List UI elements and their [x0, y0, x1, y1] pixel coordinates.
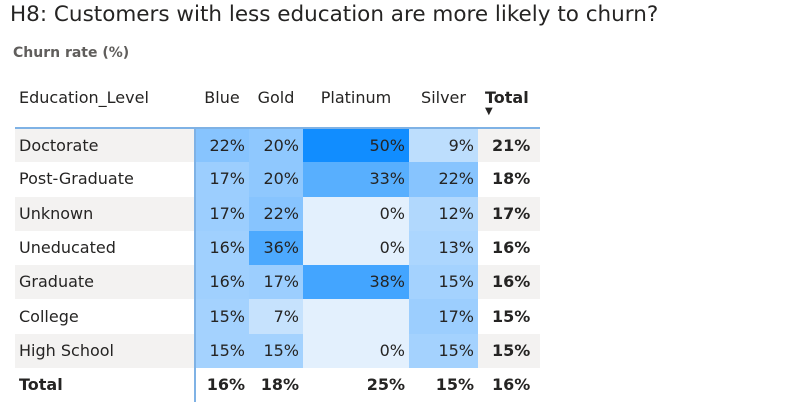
heat-cell-platinum[interactable]: 0% [303, 230, 409, 266]
heat-cell-gold[interactable]: 20% [249, 162, 303, 197]
table-row[interactable]: Graduate 16% 17% 38% 15% 16% [15, 265, 541, 300]
heat-cell-gold[interactable]: 7% [249, 299, 303, 334]
grand-total-label: Total [15, 368, 196, 403]
grand-total-overall[interactable]: 16% [478, 368, 541, 403]
table-row[interactable]: Uneducated 16% 36% 0% 13% 16% [15, 230, 540, 266]
matrix-body: Doctorate 22% 20% 50% 9% 21% Post-Graduate 17% 2… [15, 128, 541, 403]
row-total-cell[interactable]: 21% [478, 128, 541, 163]
row-label[interactable]: High School [15, 333, 196, 369]
grand-total-row[interactable]: Total 16% 18% 25% 15% 16% [15, 368, 541, 403]
heat-cell-platinum[interactable]: 50% [303, 128, 409, 163]
column-header-gold[interactable]: Gold [249, 86, 303, 129]
page-title: H8: Customers with less education are mo… [10, 2, 659, 27]
sort-descending-arrow-icon[interactable]: ▼ [485, 106, 493, 117]
table-row[interactable]: Post-Graduate 17% 20% 33% 22% 18% [15, 162, 540, 197]
heat-cell-platinum[interactable]: 0% [303, 196, 409, 231]
table-row[interactable]: Unknown 17% 22% 0% 12% 17% [15, 196, 541, 231]
heat-cell-gold[interactable]: 20% [249, 128, 303, 163]
row-header-education-level[interactable]: Education_Level [15, 86, 195, 129]
heat-cell-platinum[interactable]: 0% [303, 333, 409, 369]
row-total-cell[interactable]: 18% [492, 169, 531, 189]
heat-cell-blue[interactable]: 22% [195, 128, 249, 163]
grand-total-cell-silver[interactable]: 15% [409, 368, 478, 403]
heat-cell-blue[interactable]: 17% [195, 162, 249, 197]
grand-total-cell-blue[interactable]: 16% [195, 368, 249, 403]
heat-cell-platinum[interactable]: 33% [303, 162, 409, 197]
heat-cell-silver[interactable]: 9% [409, 128, 478, 163]
table-row[interactable]: College 15% 7% 17% 15% [15, 299, 540, 334]
row-total-cell[interactable]: 16% [478, 265, 541, 300]
heat-cell-blue[interactable]: 15% [195, 299, 249, 334]
row-total-cell[interactable]: 17% [478, 196, 541, 231]
row-label[interactable]: Graduate [15, 265, 196, 300]
table-row[interactable]: High School 15% 15% 0% 15% 15% [15, 333, 541, 369]
grand-total-cell-gold[interactable]: 18% [249, 368, 303, 403]
heat-cell-blue[interactable]: 16% [195, 265, 249, 300]
heat-cell-silver[interactable]: 15% [409, 333, 478, 369]
grand-total-cell-platinum[interactable]: 25% [303, 368, 409, 403]
column-header-silver[interactable]: Silver [409, 86, 478, 129]
row-label[interactable]: Doctorate [15, 128, 196, 163]
heat-cell-silver[interactable]: 15% [409, 265, 478, 300]
chart-subtitle: Churn rate (%) [13, 45, 130, 61]
heat-cell-platinum[interactable] [303, 299, 409, 334]
heat-cell-silver[interactable]: 12% [409, 196, 478, 231]
column-header-total-label: Total [485, 88, 529, 107]
heat-cell-silver[interactable]: 13% [409, 230, 478, 266]
column-header-platinum[interactable]: Platinum [303, 86, 409, 129]
heat-cell-gold[interactable]: 15% [249, 333, 303, 369]
column-header-total[interactable]: Total ▼ [478, 86, 541, 129]
heat-cell-platinum[interactable]: 38% [303, 265, 409, 300]
row-label[interactable]: Post-Graduate [15, 162, 196, 197]
heat-cell-blue[interactable]: 17% [195, 196, 249, 231]
heat-cell-gold[interactable]: 22% [249, 196, 303, 231]
row-label[interactable]: Uneducated [15, 230, 196, 266]
churn-matrix: Education_Level Blue Gold Platinum Silve… [15, 86, 541, 403]
row-label[interactable]: College [15, 299, 196, 334]
row-label[interactable]: Unknown [15, 196, 196, 231]
column-header-blue[interactable]: Blue [195, 86, 249, 129]
heat-cell-gold[interactable]: 17% [249, 265, 303, 300]
row-total-cell[interactable]: 15% [492, 306, 531, 326]
row-total-cell[interactable]: 16% [492, 238, 531, 258]
header-row: Education_Level Blue Gold Platinum Silve… [15, 86, 541, 129]
heat-cell-blue[interactable]: 16% [195, 230, 249, 266]
heat-cell-blue[interactable]: 15% [195, 333, 249, 369]
row-total-cell[interactable]: 15% [478, 333, 541, 369]
table-row[interactable]: Doctorate 22% 20% 50% 9% 21% [15, 128, 541, 163]
heat-cell-gold[interactable]: 36% [249, 230, 303, 266]
heat-cell-silver[interactable]: 17% [409, 299, 478, 334]
heat-cell-silver[interactable]: 22% [409, 162, 478, 197]
